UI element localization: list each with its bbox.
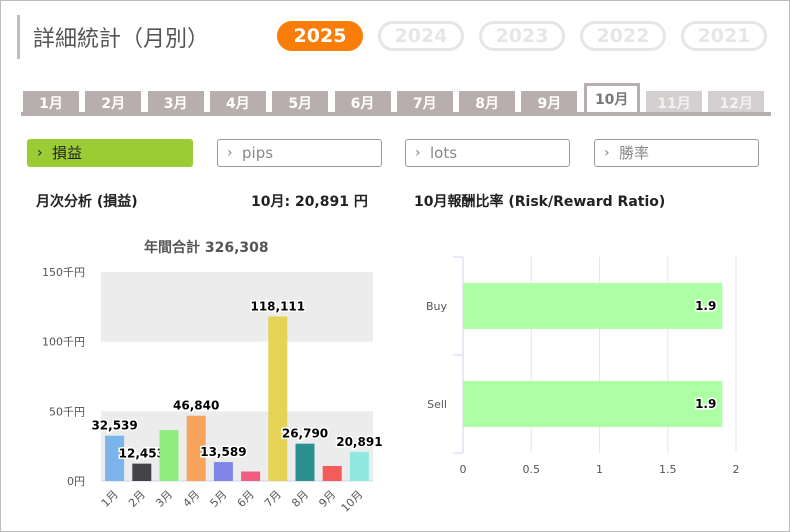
tab-month-1[interactable]: 1月 bbox=[23, 91, 79, 115]
chevron-right-icon: › bbox=[37, 145, 43, 161]
chevron-right-icon: › bbox=[604, 145, 610, 161]
metric-button-1[interactable]: › 損益 bbox=[27, 139, 193, 167]
x-tick-label: 5月 bbox=[208, 488, 230, 510]
rr-bar-buy[interactable] bbox=[463, 283, 723, 329]
chevron-right-icon: › bbox=[227, 145, 233, 161]
rr-bar-sell[interactable] bbox=[463, 381, 723, 427]
rr-heading: 10月報酬比率 (Risk/Reward Ratio) bbox=[414, 194, 666, 210]
tab-month-11[interactable]: 11月 bbox=[646, 91, 702, 115]
bar-8[interactable] bbox=[295, 443, 315, 481]
plot-band bbox=[101, 272, 373, 342]
x-tick-label: 3月 bbox=[153, 488, 175, 510]
category-label: Buy bbox=[426, 300, 448, 313]
metric-button-3[interactable]: › lots bbox=[405, 139, 570, 167]
monthly-summary: 10月: 20,891 円 bbox=[251, 194, 368, 210]
x-tick-label: 0.5 bbox=[523, 463, 541, 476]
data-label: 32,539 bbox=[91, 419, 137, 433]
bar-3[interactable] bbox=[159, 430, 179, 481]
tab-month-10[interactable]: 10月 bbox=[583, 83, 640, 115]
x-tick-label: 4月 bbox=[180, 488, 202, 510]
data-label: 26,790 bbox=[282, 427, 328, 441]
month-tabs-underline bbox=[21, 112, 771, 116]
y-tick-label: 0円 bbox=[67, 475, 85, 488]
title-bar: 詳細統計（月別） bbox=[17, 15, 209, 59]
tab-month-4[interactable]: 4月 bbox=[209, 91, 266, 115]
x-tick-label: 9月 bbox=[316, 488, 338, 510]
metric-label: 損益 bbox=[52, 144, 83, 162]
year-button-2021[interactable]: 2021 bbox=[681, 21, 767, 51]
y-tick-label: 100千円 bbox=[42, 336, 85, 349]
metric-button-4[interactable]: › 勝率 bbox=[594, 139, 759, 167]
annual-total: 年間合計 326,308 bbox=[144, 240, 269, 256]
data-label: 118,111 bbox=[250, 299, 305, 313]
year-button-2022[interactable]: 2022 bbox=[580, 21, 666, 51]
bar-10[interactable] bbox=[349, 451, 369, 481]
y-tick-label: 150千円 bbox=[42, 266, 85, 279]
data-label: 12,453 bbox=[119, 447, 165, 461]
data-label: 20,891 bbox=[336, 435, 382, 449]
data-label: 1.9 bbox=[695, 397, 716, 411]
year-button-2023[interactable]: 2023 bbox=[479, 21, 565, 51]
tab-month-5[interactable]: 5月 bbox=[272, 91, 329, 115]
x-tick-label: 2 bbox=[733, 463, 740, 476]
tab-month-9[interactable]: 9月 bbox=[521, 91, 578, 115]
data-label: 46,840 bbox=[173, 399, 219, 413]
tab-month-7[interactable]: 7月 bbox=[396, 91, 453, 115]
x-tick-label: 6月 bbox=[235, 488, 257, 510]
bar-6[interactable] bbox=[241, 471, 261, 481]
month-tabs: 1月 2月 3月 4月 5月 6月 7月 8月 9月 10月 11月 12月 bbox=[21, 83, 771, 117]
x-tick-label: 1.5 bbox=[659, 463, 677, 476]
bar-9[interactable] bbox=[322, 465, 342, 481]
x-tick-label: 0 bbox=[460, 463, 467, 476]
year-button-2025[interactable]: 2025 bbox=[277, 21, 363, 51]
data-label: 13,589 bbox=[200, 445, 246, 459]
x-tick-label: 7月 bbox=[262, 488, 284, 510]
monthly-pnl-chart: 0円 50千円 100千円 150千円 32,539 1月 12,453 2月 3月 46,840… bbox=[42, 266, 384, 515]
data-label: 1.9 bbox=[695, 299, 716, 313]
rr-chart: 0 0.5 1 1.5 2 1.9 Buy 1.9 Sell bbox=[426, 256, 740, 476]
page-title: 詳細統計（月別） bbox=[33, 27, 210, 52]
y-tick-label: 50千円 bbox=[49, 405, 85, 418]
metric-label: lots bbox=[430, 144, 458, 162]
x-tick-label: 2月 bbox=[126, 488, 148, 510]
metric-button-2[interactable]: › pips bbox=[217, 139, 382, 167]
tab-month-3[interactable]: 3月 bbox=[147, 91, 204, 115]
category-label: Sell bbox=[427, 398, 447, 411]
year-button-2024[interactable]: 2024 bbox=[378, 21, 464, 51]
bar-1[interactable] bbox=[105, 435, 125, 481]
x-tick-label: 1 bbox=[596, 463, 603, 476]
tab-month-6[interactable]: 6月 bbox=[334, 91, 391, 115]
x-tick-label: 1月 bbox=[99, 488, 121, 510]
bar-7[interactable] bbox=[268, 316, 288, 481]
chevron-right-icon: › bbox=[415, 145, 421, 161]
tab-month-8[interactable]: 8月 bbox=[459, 91, 516, 115]
bar-2[interactable] bbox=[132, 463, 152, 481]
metric-label: 勝率 bbox=[619, 144, 650, 162]
x-tick-label: 10月 bbox=[339, 488, 366, 515]
bar-5[interactable] bbox=[213, 462, 233, 481]
bar-4[interactable] bbox=[186, 415, 206, 481]
x-tick-label: 8月 bbox=[289, 488, 311, 510]
monthly-analysis-heading: 月次分析 (損益) bbox=[36, 194, 138, 210]
tab-month-2[interactable]: 2月 bbox=[85, 91, 142, 115]
metric-label: pips bbox=[242, 144, 274, 162]
tab-month-12[interactable]: 12月 bbox=[708, 91, 765, 115]
